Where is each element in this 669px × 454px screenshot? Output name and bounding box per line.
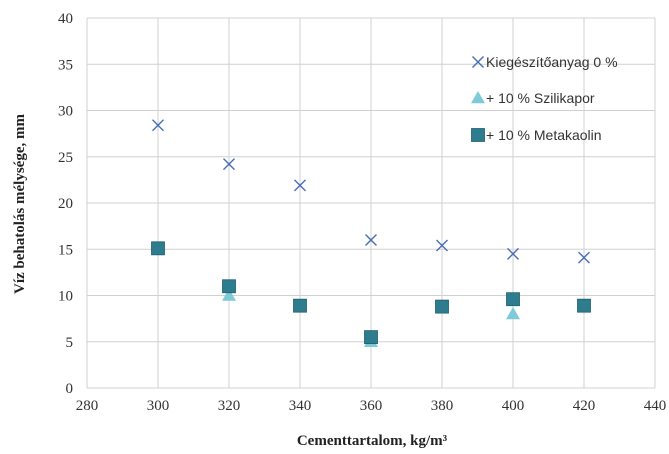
series-x: [152, 119, 590, 264]
x-data-point: [365, 234, 377, 246]
legend: Kiegészítőanyag 0 % + 10 % Szilikapor + 10…: [471, 54, 618, 143]
x-tick-label: 300: [147, 398, 170, 414]
y-tick-label: 10: [58, 289, 73, 305]
square-data-point: [506, 292, 520, 307]
legend-label: + 10 % Metakaolin: [486, 127, 602, 143]
x-tick-label: 420: [573, 398, 596, 414]
y-tick-label: 40: [58, 11, 73, 27]
x-data-point: [578, 251, 590, 264]
series-square: [151, 241, 591, 345]
x-tick-label: 360: [360, 398, 383, 414]
legend-marker-x: [472, 56, 484, 68]
square-data-point: [435, 299, 449, 314]
y-tick-label: 20: [58, 196, 73, 212]
x-tick-label: 380: [431, 398, 454, 414]
x-data-point: [436, 239, 448, 252]
square-data-point: [151, 241, 165, 256]
x-axis-title: Cementtartalom, kg/m³: [297, 433, 448, 449]
x-data-point: [152, 119, 164, 132]
square-data-point: [293, 298, 307, 313]
y-tick-label: 35: [58, 57, 73, 73]
legend-item: + 10 % Metakaolin: [471, 127, 602, 143]
triangle-data-point: [222, 288, 236, 301]
y-tick-label: 5: [66, 335, 74, 351]
grid: [86, 17, 656, 389]
legend-item: + 10 % Szilikapor: [471, 90, 595, 106]
x-tick-label: 440: [644, 398, 667, 414]
x-tick-label: 340: [289, 398, 312, 414]
y-tick-label: 30: [58, 104, 73, 120]
square-data-point: [364, 330, 378, 345]
x-tick-label: 320: [218, 398, 241, 414]
y-tick-label: 0: [66, 381, 74, 397]
square-data-point: [577, 298, 591, 313]
x-data-point: [294, 179, 306, 192]
x-tick-label: 280: [76, 398, 99, 414]
legend-label: Kiegészítőanyag 0 %: [486, 54, 618, 70]
legend-marker-square: [471, 128, 485, 142]
legend-marker-triangle: [471, 91, 485, 104]
legend-label: + 10 % Szilikapor: [486, 90, 595, 106]
y-tick-label: 15: [58, 242, 73, 258]
square-data-point: [222, 279, 236, 294]
x-data-point: [223, 158, 235, 171]
tick-labels: 280 300 320 340 360 380 400 420 440 0 5 10 15 20 25 30 3…: [58, 11, 666, 414]
data-marks: [151, 119, 591, 347]
legend-item: Kiegészítőanyag 0 %: [472, 54, 618, 70]
x-data-point: [507, 247, 519, 260]
y-tick-label: 25: [58, 150, 73, 166]
x-tick-label: 400: [502, 398, 525, 414]
triangle-data-point: [506, 307, 520, 320]
y-axis-title: Víz behatolás mélysége, mm: [12, 114, 28, 294]
